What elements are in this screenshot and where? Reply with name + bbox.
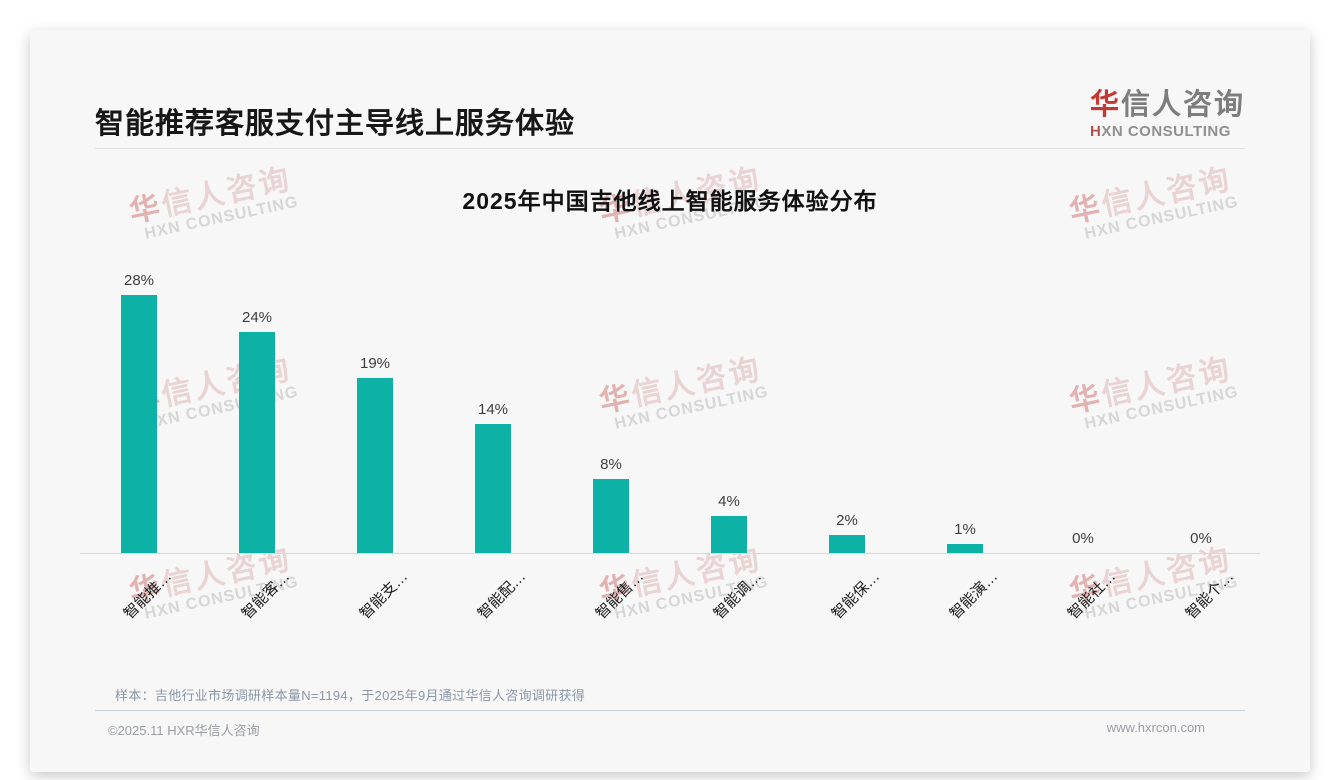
bar-column: 8%	[552, 265, 670, 553]
sample-note: 样本：吉他行业市场调研样本量N=1194，于2025年9月通过华信人咨询调研获得	[115, 688, 586, 703]
x-axis-label: 智能支…	[356, 568, 412, 623]
company-logo: 华信人咨询 HXN CONSULTING	[1089, 89, 1245, 140]
bar-column: 2%	[788, 265, 906, 553]
bar	[121, 295, 157, 553]
logo-en-text: HXN CONSULTING	[1090, 123, 1245, 140]
copyright-text: ©2025.11 HXR华信人咨询	[108, 723, 260, 738]
x-axis-label-cell: 智能客…	[198, 554, 316, 644]
bar-column: 14%	[434, 265, 552, 553]
chart-title: 2025年中国吉他线上智能服务体验分布	[462, 188, 878, 214]
header: 智能推荐客服支付主导线上服务体验 华信人咨询 HXN CONSULTING	[95, 70, 1245, 150]
logo-cn-first-char: 华	[1089, 89, 1121, 121]
bar	[239, 332, 275, 553]
bar-column: 24%	[198, 265, 316, 553]
x-axis-label-cell: 智能配…	[434, 554, 552, 644]
x-axis-labels: 智能推… 智能客… 智能支… 智能配… 智能售… 智能调… 智能保… 智能演… 智能社… 智能个…	[80, 554, 1260, 644]
bar	[357, 378, 393, 553]
footer-divider	[95, 710, 1245, 711]
footer-row: ©2025.11 HXR华信人咨询 www.hxrcon.com	[108, 720, 1205, 740]
website-url: www.hxrcon.com	[1106, 720, 1205, 735]
bar-column: 19%	[316, 265, 434, 553]
x-axis-label-cell: 智能保…	[788, 554, 906, 644]
bar-column: 0%	[1142, 265, 1260, 553]
bar-value-label: 14%	[477, 401, 509, 418]
header-divider	[95, 148, 1245, 149]
bar-value-label: 4%	[718, 493, 740, 510]
x-axis-label: 智能演…	[946, 568, 1002, 623]
bar	[711, 516, 747, 553]
x-axis-label: 智能个…	[1182, 568, 1238, 623]
x-axis-label-cell: 智能支…	[316, 554, 434, 644]
bar-value-label: 8%	[600, 456, 622, 473]
bar	[947, 544, 983, 553]
x-axis-label-cell: 智能演…	[906, 554, 1024, 644]
page-title: 智能推荐客服支付主导线上服务体验	[95, 108, 576, 140]
bar-value-label: 28%	[123, 272, 155, 289]
bar-value-label: 2%	[836, 512, 858, 529]
x-axis-label-cell: 智能推…	[80, 554, 198, 644]
x-axis-label-cell: 智能售…	[552, 554, 670, 644]
x-axis-label: 智能客…	[238, 568, 294, 623]
x-axis-line	[80, 553, 1260, 554]
bar	[475, 424, 511, 553]
bar	[829, 535, 865, 553]
bar-value-label: 24%	[241, 309, 273, 326]
logo-cn-text: 华信人咨询	[1089, 89, 1245, 122]
x-axis-label-cell: 智能社…	[1024, 554, 1142, 644]
x-axis-label-cell: 智能个…	[1142, 554, 1260, 644]
bar-column: 1%	[906, 265, 1024, 553]
bar-value-label: 0%	[1190, 530, 1212, 547]
x-axis-label: 智能保…	[828, 568, 884, 623]
bar-column: 0%	[1024, 265, 1142, 553]
bar-value-label: 1%	[954, 521, 976, 538]
x-axis-label: 智能推…	[120, 568, 176, 623]
bar-value-label: 0%	[1072, 530, 1094, 547]
bar	[593, 479, 629, 553]
bar-column: 4%	[670, 265, 788, 553]
bar-column: 28%	[80, 265, 198, 553]
x-axis-label-cell: 智能调…	[670, 554, 788, 644]
logo-cn-rest: 信人咨询	[1120, 89, 1245, 121]
x-axis-label: 智能售…	[592, 568, 648, 623]
x-axis-label: 智能社…	[1064, 568, 1120, 623]
bar-chart-plot-area: 28% 24% 19% 14% 8% 4% 2% 1% 0% 0%	[80, 265, 1260, 553]
logo-en-first-char: H	[1089, 122, 1102, 140]
report-card: 华信人咨询 HXN CONSULTING 华信人咨询 HXN CONSULTING 华信…	[30, 30, 1310, 772]
x-axis-label: 智能调…	[710, 568, 766, 623]
logo-en-rest: XN CONSULTING	[1101, 122, 1231, 140]
bar-value-label: 19%	[359, 355, 391, 372]
x-axis-label: 智能配…	[474, 568, 530, 623]
